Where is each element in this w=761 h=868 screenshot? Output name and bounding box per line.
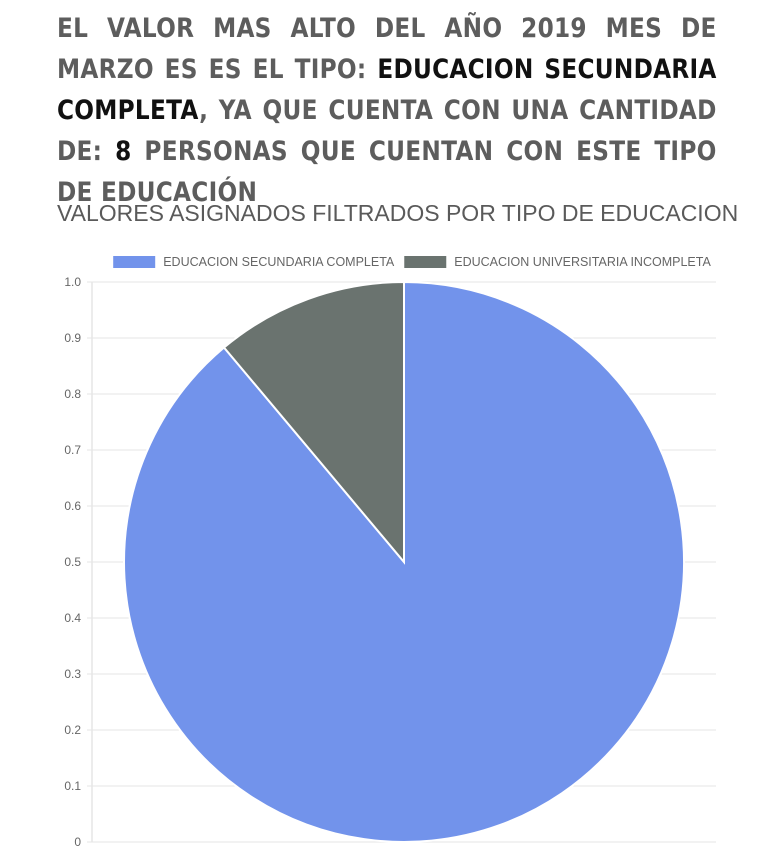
y-tick-label: 0.3 (64, 667, 81, 681)
y-tick-label: 0.8 (64, 387, 81, 401)
y-tick-label: 0 (74, 835, 81, 849)
y-tick-label: 0.5 (64, 555, 81, 569)
y-tick-label: 0.9 (64, 331, 81, 345)
y-tick-label: 0.2 (64, 723, 81, 737)
chart-legend[interactable]: EDUCACION SECUNDARIA COMPLETA EDUCACION U… (113, 255, 711, 269)
legend-item[interactable]: EDUCACION SECUNDARIA COMPLETA (113, 255, 395, 269)
legend-label: EDUCACION UNIVERSITARIA INCOMPLETA (454, 255, 711, 269)
headline-part2: , YA QUE CUENTA CON UNA CANTIDAD DE: (57, 95, 717, 167)
headline-part3: PERSONAS QUE CUENTAN CON ESTE TIPO DE ED… (57, 136, 717, 208)
headline-category: EDUCACION SECUNDARIA COMPLETA (57, 54, 717, 126)
headline: EL VALOR MAS ALTO DEL AÑO 2019 MES DE MA… (57, 8, 717, 213)
headline-count: 8 (115, 136, 132, 167)
legend-swatch (404, 256, 447, 268)
chart-title: VALORES ASIGNADOS FILTRADOS POR TIPO DE … (57, 200, 739, 226)
y-tick-label: 0.1 (64, 779, 81, 793)
headline-part1: EL VALOR MAS ALTO DEL AÑO 2019 MES DE MA… (57, 13, 717, 85)
y-tick-label: 1.0 (64, 275, 81, 289)
legend-swatch (113, 256, 156, 268)
y-tick-label: 0.6 (64, 499, 81, 513)
pie-slice[interactable] (222, 280, 405, 565)
chart-slices (123, 280, 685, 843)
y-tick-label: 0.4 (64, 611, 81, 625)
legend-item[interactable]: EDUCACION UNIVERSITARIA INCOMPLETA (404, 255, 711, 269)
y-tick-label: 0.7 (64, 443, 81, 457)
legend-label: EDUCACION SECUNDARIA COMPLETA (163, 255, 395, 269)
